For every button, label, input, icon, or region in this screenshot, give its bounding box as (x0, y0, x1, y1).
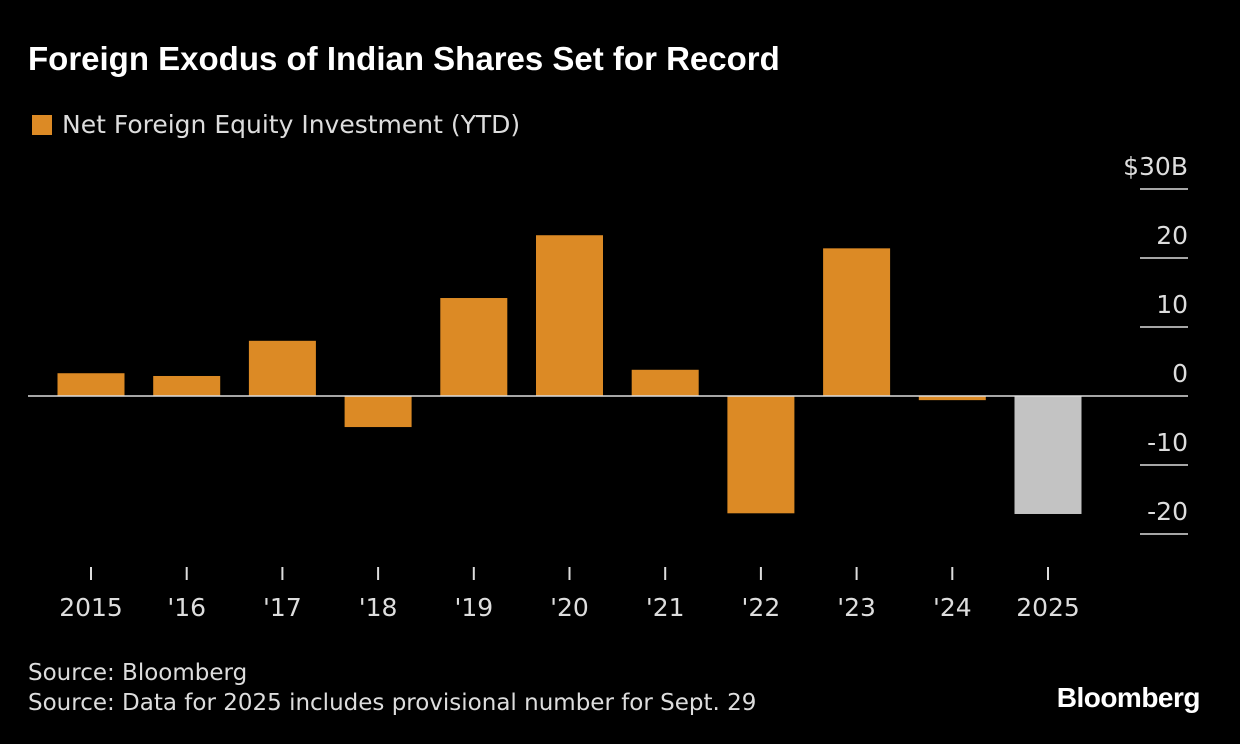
source-text: Source: Bloomberg (28, 660, 248, 686)
x-tick-label: '22 (742, 593, 781, 622)
chart-title: Foreign Exodus of Indian Shares Set for … (28, 40, 780, 77)
y-tick-label: 20 (1156, 221, 1188, 250)
y-tick-label: 0 (1172, 359, 1188, 388)
x-tick-label: '21 (646, 593, 685, 622)
x-tick-label: 2015 (59, 593, 123, 622)
x-tick-label: '23 (837, 593, 876, 622)
bar (344, 396, 412, 428)
x-tick-label: '20 (550, 593, 589, 622)
y-tick-label: -20 (1147, 497, 1188, 526)
bar (57, 373, 125, 396)
x-tick-label: '18 (359, 593, 398, 622)
bar (727, 396, 795, 514)
bar (153, 375, 221, 396)
x-tick-label: '24 (933, 593, 972, 622)
bar (631, 369, 699, 396)
bar (918, 396, 986, 401)
note-text: Source: Data for 2025 includes provision… (28, 690, 757, 716)
bloomberg-logo: Bloomberg (1056, 682, 1201, 713)
x-tick-label: 2025 (1016, 593, 1080, 622)
x-tick-label: '17 (263, 593, 302, 622)
legend-label: Net Foreign Equity Investment (YTD) (62, 110, 521, 139)
legend-swatch (32, 114, 52, 135)
bar (1014, 396, 1082, 514)
x-tick-label: '16 (167, 593, 206, 622)
legend: Net Foreign Equity Investment (YTD) (32, 110, 520, 139)
y-tick-label: $30B (1123, 152, 1188, 181)
bar (248, 340, 316, 396)
y-tick-label: -10 (1147, 428, 1188, 457)
bar (536, 235, 603, 396)
x-tick-label: '19 (454, 593, 493, 622)
y-tick-label: 10 (1156, 290, 1188, 319)
bar (440, 298, 508, 396)
bar (823, 248, 891, 396)
